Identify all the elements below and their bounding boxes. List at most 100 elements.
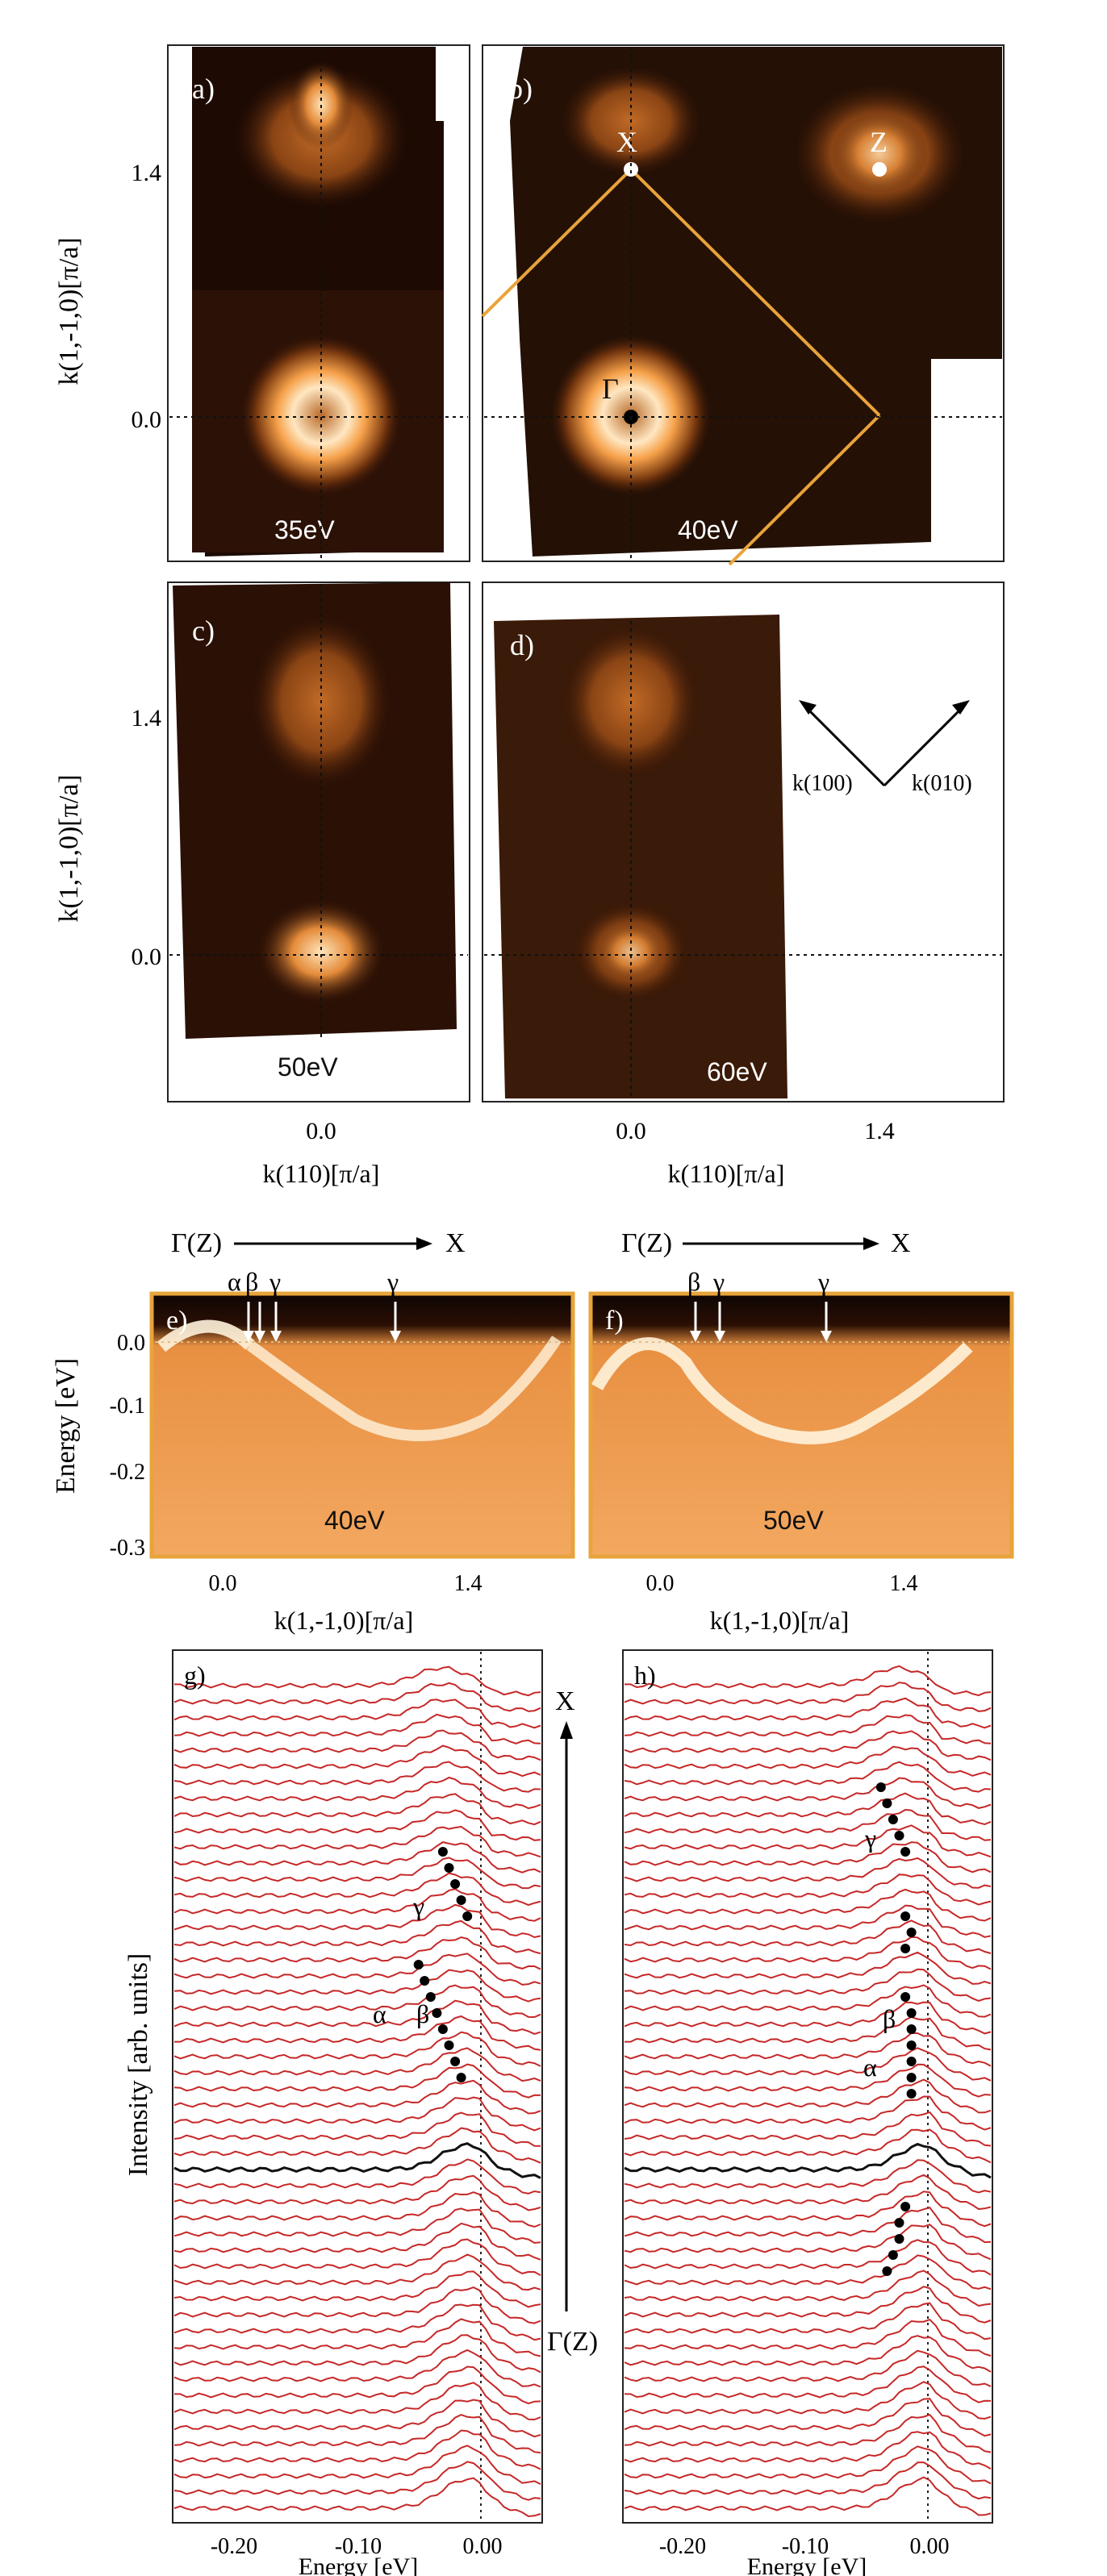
ytick-1.4-a: 1.4 xyxy=(132,160,162,186)
panel-c-energy: 50eV xyxy=(278,1052,338,1082)
edc-peak-dot xyxy=(462,1911,473,1921)
edc-peak-dot xyxy=(432,2008,442,2018)
edc-curve xyxy=(174,1665,541,1697)
disp-ytick-1: -0.1 xyxy=(110,1394,145,1419)
edc-curve xyxy=(624,1682,992,1712)
edc-curve xyxy=(173,1936,541,1970)
edc-peak-dot xyxy=(437,2024,448,2034)
edc-curve xyxy=(624,2413,992,2453)
edc-curve xyxy=(173,1841,541,1874)
edc-curve xyxy=(624,2461,992,2500)
edc-peak-dot xyxy=(420,1976,430,1986)
edc-curve xyxy=(173,1825,541,1858)
panel-h: h) α β γ xyxy=(622,1649,993,2524)
edc-peak-dot xyxy=(900,1847,911,1857)
panel-b-energy: 40eV xyxy=(678,515,738,544)
edc-curve xyxy=(624,1919,992,1954)
edc-curve xyxy=(173,1872,541,1907)
edc-peak-dot xyxy=(906,2024,917,2034)
edc-curve xyxy=(624,2095,992,2131)
xtick-1.4-right: 1.4 xyxy=(864,1118,895,1144)
panel-e-label: e) xyxy=(166,1306,187,1336)
axis-legend-k010: k(010) xyxy=(912,771,972,796)
band-beta-g: β xyxy=(416,1999,429,2028)
edc-curve xyxy=(173,2318,541,2357)
edc-curve xyxy=(173,2238,541,2276)
panel-e-arrows xyxy=(243,1302,401,1342)
panel-a: a) 35eV xyxy=(167,44,470,562)
dispersion-f-image xyxy=(588,1291,1014,1559)
xtick-0.0-right: 0.0 xyxy=(616,1118,646,1144)
edc-curve xyxy=(173,2222,541,2261)
edc-curve xyxy=(624,1874,992,1906)
edc-peak-dot xyxy=(906,2073,917,2082)
edc-curve xyxy=(173,2191,541,2228)
edc-axes: Intensity [arb. units] X Γ(Z) -0.20 -0.1… xyxy=(123,1686,950,2576)
edc-peak-dot xyxy=(444,2040,454,2050)
edc-peak-dot xyxy=(900,1911,911,1921)
edc-curve xyxy=(173,1776,541,1810)
edc-curve xyxy=(173,2445,541,2485)
edc-curve xyxy=(624,1984,992,2018)
edc-curve xyxy=(624,2335,992,2373)
panel-f-arrows xyxy=(690,1302,832,1342)
dotted-guides-top xyxy=(169,47,1002,560)
edc-curve xyxy=(173,2429,541,2470)
disp-xtick-f-0: 0.0 xyxy=(646,1571,675,1596)
edc-curve xyxy=(624,2349,992,2387)
edc-curve xyxy=(624,1792,992,1826)
panel-a-label: a) xyxy=(192,73,215,105)
edc-curve xyxy=(625,2015,992,2051)
edc-curve xyxy=(625,2366,992,2403)
edc-peak-dot xyxy=(906,2008,917,2018)
top-ylabel-1: k(1,-1,0)[π/a] xyxy=(54,237,84,385)
edc-peak-dot xyxy=(882,1799,892,1808)
edc-curve xyxy=(624,1777,992,1809)
edc-curve xyxy=(173,2063,541,2099)
edc-curve xyxy=(174,2366,541,2405)
edc-peak-dot xyxy=(450,2057,461,2066)
dispersion-ylabel: Energy [eV] xyxy=(51,1358,81,1494)
edc-curve xyxy=(173,2303,541,2341)
edc-peak-dot xyxy=(894,2218,904,2228)
axis-legend-k100: k(100) xyxy=(792,771,853,796)
band-gamma-g: γ xyxy=(412,1891,424,1920)
edc-curve xyxy=(173,1682,541,1712)
panel-f: f) 50eV β γ γ xyxy=(588,1267,1014,1559)
panel-g-label: g) xyxy=(184,1661,206,1690)
edc-curve xyxy=(624,1951,992,1985)
edc-curve xyxy=(173,2270,541,2308)
top-maps-axes: k(1,-1,0)[π/a] k(1,-1,0)[π/a] 1.4 0.0 1.… xyxy=(54,160,895,1188)
edc-curve xyxy=(624,2111,992,2147)
edc-curve xyxy=(173,2127,541,2164)
edc-curve xyxy=(173,1999,541,2035)
panel-d-label: d) xyxy=(510,629,534,661)
panel-d: d) 60eV k(100) k(010) xyxy=(482,581,1005,1103)
edc-curve xyxy=(624,1857,992,1889)
edc-curve xyxy=(624,2032,992,2067)
edc-curve xyxy=(624,2078,992,2114)
edc-curve xyxy=(174,2015,541,2051)
edc-curve xyxy=(624,2302,992,2340)
edc-curve xyxy=(173,1919,541,1955)
panel-a-energy: 35eV xyxy=(274,515,335,544)
edc-curve xyxy=(173,2096,541,2132)
xlabel-right: k(110)[π/a] xyxy=(668,1159,785,1188)
panel-f-energy: 50eV xyxy=(763,1506,824,1535)
edc-curve xyxy=(173,2382,541,2421)
edc-peak-dot xyxy=(894,2234,904,2244)
edc-g-xtick-2: 0.00 xyxy=(463,2534,503,2559)
axis-arrow-k010 xyxy=(883,703,967,787)
edc-curve xyxy=(624,1808,992,1841)
edc-peak-dot xyxy=(894,1831,904,1840)
edc-curve xyxy=(624,1745,992,1777)
edc-peak-dot xyxy=(413,1960,424,1970)
panel-b: X Z Γ b) 40eV xyxy=(481,44,1005,566)
edc-curve xyxy=(624,2128,992,2164)
edc-curve xyxy=(624,2431,992,2470)
edc-curve xyxy=(173,2079,541,2115)
point-x-label: X xyxy=(616,126,637,158)
arrow-beta-e: β xyxy=(245,1267,258,1296)
edc-curve xyxy=(173,2349,541,2388)
